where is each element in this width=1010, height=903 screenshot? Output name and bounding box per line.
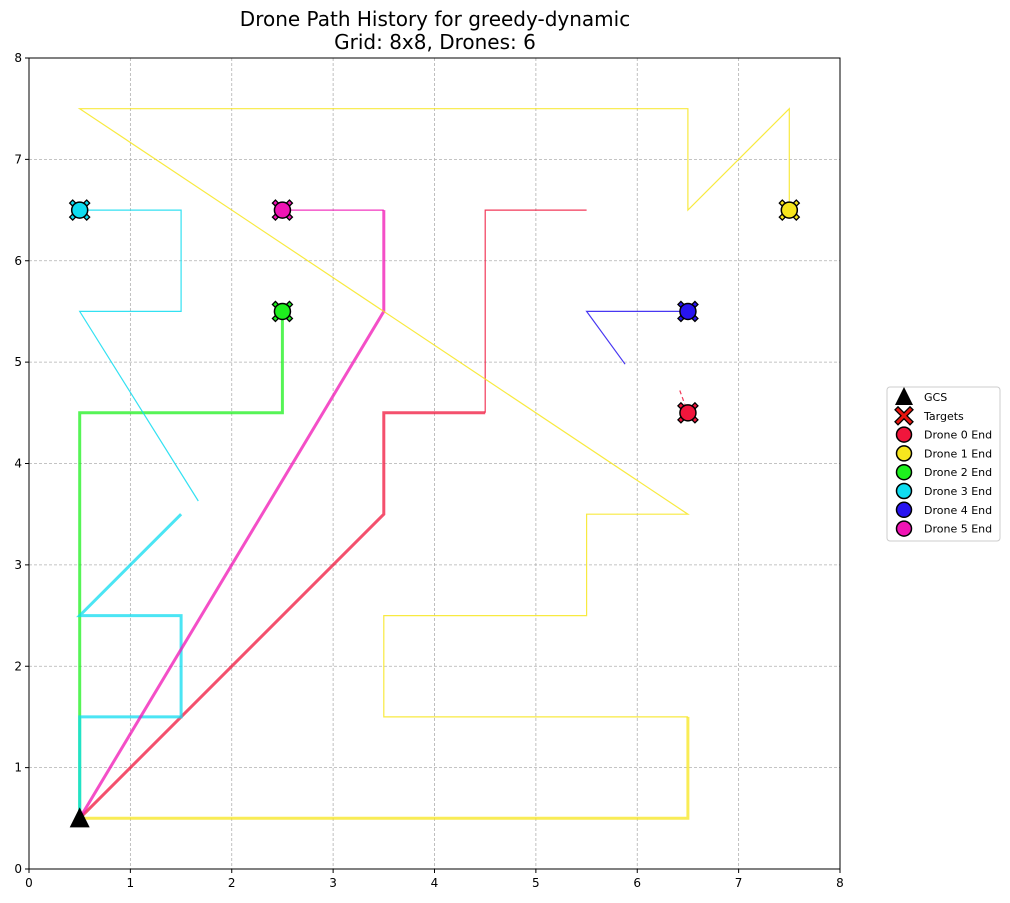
legend-label: Drone 5 End xyxy=(924,523,992,536)
drone-5-end-marker xyxy=(273,201,292,219)
gcs-legend-icon xyxy=(895,387,913,405)
drone-3-end-marker xyxy=(70,201,89,219)
x-tick-label: 2 xyxy=(228,876,236,890)
x-tick-label: 1 xyxy=(127,876,135,890)
gcs-marker xyxy=(69,807,90,828)
drone-4-path xyxy=(585,310,688,365)
drone-0-path xyxy=(78,411,486,820)
legend-item: Drone 3 End xyxy=(895,482,992,500)
y-tick-label: 4 xyxy=(14,457,22,471)
legend-item: Drone 5 End xyxy=(895,520,992,537)
legend-item: Drone 0 End xyxy=(895,426,992,443)
drone-3-path xyxy=(78,209,199,502)
legend-box xyxy=(886,386,1001,542)
drone-legend-icon xyxy=(895,426,913,443)
legend-label: Targets xyxy=(923,410,964,423)
legend-item: Drone 4 End xyxy=(895,501,992,519)
y-tick-label: 1 xyxy=(14,761,22,775)
legend-item: Targets xyxy=(894,405,964,426)
drone-3-path xyxy=(76,513,183,819)
legend-item: Drone 2 End xyxy=(895,463,992,481)
y-tick-label: 7 xyxy=(14,152,22,166)
drone-0-end-marker xyxy=(679,404,697,422)
legend-label: Drone 0 End xyxy=(924,429,992,442)
x-tick-label: 6 xyxy=(633,876,641,890)
x-tick-label: 7 xyxy=(735,876,743,890)
legend-label: GCS xyxy=(924,391,947,404)
x-tick-label: 0 xyxy=(25,876,33,890)
drone-0-path xyxy=(679,390,689,414)
drone-legend-icon xyxy=(895,463,913,481)
markers xyxy=(68,199,801,828)
legend: GCS Targets Drone 0 End Drone 1 End Drone 2 … xyxy=(886,386,1001,542)
x-tick-label: 8 xyxy=(836,876,844,890)
x-tick-label: 4 xyxy=(431,876,439,890)
y-tick-label: 0 xyxy=(14,862,22,876)
legend-label: Drone 1 End xyxy=(924,447,992,460)
drone-0-path xyxy=(484,209,587,413)
legend-item: Drone 1 End xyxy=(895,445,992,462)
drone-legend-icon xyxy=(895,445,913,462)
legend-label: Drone 4 End xyxy=(924,504,992,517)
targets-legend-icon-shape xyxy=(894,405,914,426)
legend-label: Drone 3 End xyxy=(924,485,992,498)
drone-legend-icon xyxy=(895,520,913,537)
y-tick-label: 2 xyxy=(14,659,22,673)
legend-item: GCS xyxy=(895,387,947,405)
targets-legend-icon xyxy=(894,405,914,426)
y-tick-label: 6 xyxy=(14,254,22,268)
legend-label: Drone 2 End xyxy=(924,466,992,479)
drone-paths xyxy=(76,107,790,820)
y-tick-label: 3 xyxy=(14,558,22,572)
drone-4-end-marker xyxy=(679,302,697,321)
y-tick-label: 5 xyxy=(14,355,22,369)
drone-2-end-marker xyxy=(273,302,292,321)
plot-area: 0 1 2 3 4 5 6 7 8 0 1 2 3 4 5 6 7 8 xyxy=(14,51,843,890)
chart-subtitle: Grid: 8x8, Drones: 6 xyxy=(334,30,536,54)
x-tick-label: 5 xyxy=(532,876,540,890)
drone-1-path xyxy=(77,107,790,718)
chart-title: Drone Path History for greedy-dynamic xyxy=(240,7,630,31)
y-tick-label: 8 xyxy=(14,51,22,65)
x-tick-label: 3 xyxy=(329,876,337,890)
drone-legend-icon xyxy=(895,501,913,519)
drone-1-path xyxy=(79,716,690,820)
drone-1-end-marker xyxy=(780,201,799,219)
drone-legend-icon xyxy=(895,482,913,500)
